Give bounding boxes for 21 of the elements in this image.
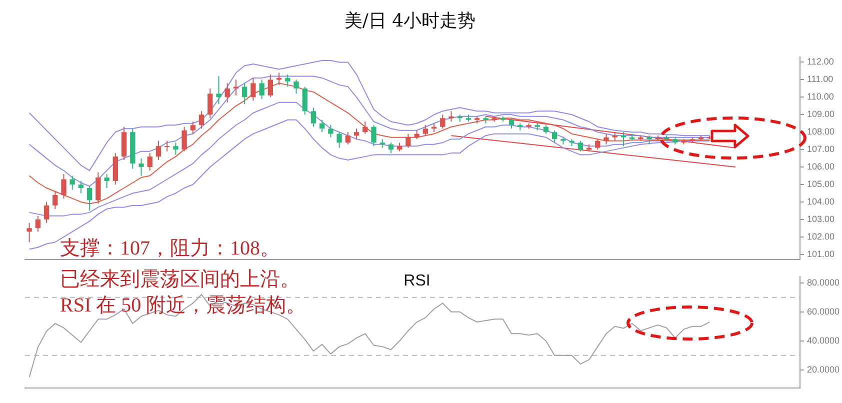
y-tick-label: 103.00 [807,214,835,224]
annotation: 已经来到震荡区间的上沿。 [60,268,300,290]
y-tick-label: 111.00 [807,74,834,84]
y-tick-label: 108.00 [807,126,835,137]
y-tick-label: 109.00 [807,109,835,120]
y-tick-label: 40.0000 [807,335,840,346]
y-tick-label: 102.00 [807,231,835,242]
y-tick-label: 101.00 [807,248,835,259]
chart-title: 美/日 4小时走势 [344,10,476,32]
annotation: 支撑：107，阻力：108。 [60,237,280,260]
y-tick-label: 105.00 [807,178,835,189]
chart-title: RSI [404,272,430,290]
y-tick-label: 20.0000 [807,364,840,374]
y-tick-label: 60.0000 [807,306,840,316]
y-tick-label: 107.00 [807,144,835,154]
annotation: RSI 在 50 附近，震荡结构。 [60,294,306,316]
y-tick-label: 106.00 [807,162,835,172]
y-tick-label: 80.0000 [807,277,840,288]
y-tick-label: 110.00 [807,92,834,102]
y-tick-label: 112.00 [807,56,834,67]
y-tick-label: 104.00 [807,196,835,206]
